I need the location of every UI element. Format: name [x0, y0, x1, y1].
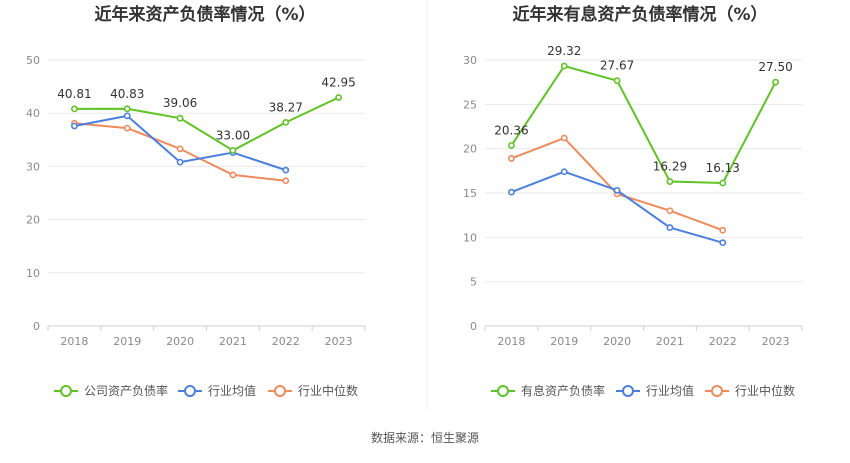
x-tick-label: 2020: [603, 335, 631, 348]
x-tick-label: 2018: [497, 335, 525, 348]
legend-label: 行业中位数: [735, 383, 795, 398]
data-label: 42.95: [321, 76, 355, 90]
data-label: 40.81: [57, 87, 91, 101]
x-tick-label: 2023: [762, 335, 790, 348]
data-point-industry-avg[interactable]: [176, 158, 184, 166]
x-tick-label: 2019: [113, 335, 141, 348]
data-point-industry-median[interactable]: [123, 124, 131, 132]
data-label: 39.06: [163, 96, 197, 110]
y-tick-label: 25: [463, 98, 477, 111]
data-point-company[interactable]: [560, 62, 568, 70]
legend-label: 行业均值: [208, 383, 256, 398]
data-point-company[interactable]: [229, 147, 237, 154]
legend-swatch-marker: [184, 385, 196, 397]
legend-label: 行业均值: [646, 383, 694, 398]
data-point-industry-avg[interactable]: [666, 224, 674, 231]
data-label: 38.27: [269, 100, 303, 114]
legend-label: 行业中位数: [298, 383, 358, 398]
data-point-company[interactable]: [508, 142, 515, 149]
y-tick-label: 15: [463, 187, 477, 200]
data-label: 16.29: [653, 160, 687, 174]
y-tick-label: 10: [463, 231, 477, 244]
chart-debt-ratio: 近年来资产负债率情况（%） 0 10 20 30 40 50 2018 2019 2020 2021…: [26, 4, 366, 398]
data-point-industry-median[interactable]: [719, 226, 727, 234]
data-point-company[interactable]: [613, 77, 621, 85]
data-point-industry-avg[interactable]: [123, 112, 131, 120]
data-label: 27.50: [758, 60, 792, 74]
legend-swatch-marker: [711, 385, 723, 397]
data-point-company[interactable]: [335, 94, 342, 101]
data-point-industry-avg[interactable]: [71, 122, 78, 130]
data-source: 数据来源：恒生聚源: [371, 430, 479, 445]
data-label: 27.67: [600, 59, 634, 73]
data-point-industry-median[interactable]: [176, 145, 184, 153]
data-point-company[interactable]: [282, 119, 290, 126]
legend-item-industry-avg[interactable]: 行业均值: [616, 383, 694, 398]
y-tick-label: 30: [463, 54, 477, 67]
x-tick-label: 2023: [325, 335, 353, 348]
x-tick-label: 2022: [709, 335, 737, 348]
data-label: 16.13: [706, 161, 740, 175]
legend-label: 公司资产负债率: [84, 383, 168, 398]
data-point-industry-avg[interactable]: [282, 166, 290, 174]
x-tick-label: 2022: [272, 335, 300, 348]
y-tick-label: 50: [26, 54, 40, 67]
legend-item-industry-median[interactable]: 行业中位数: [268, 383, 358, 398]
series-line-company: [510, 65, 777, 184]
x-tick-label: 2020: [166, 335, 194, 348]
data-point-company[interactable]: [176, 114, 184, 122]
data-label: 33.00: [216, 128, 250, 142]
x-tick-label: 2019: [550, 335, 578, 348]
y-tick-label: 0: [33, 320, 40, 333]
data-point-industry-median[interactable]: [666, 207, 674, 215]
legend-item-company[interactable]: 公司资产负债率: [54, 383, 168, 398]
y-tick-label: 30: [26, 160, 40, 173]
data-point-industry-median[interactable]: [229, 171, 237, 179]
legend-item-industry-avg[interactable]: 行业均值: [178, 383, 256, 398]
data-point-industry-median[interactable]: [508, 155, 515, 162]
series-line-industry-median: [511, 137, 724, 232]
chart-title: 近年来资产负债率情况（%）: [94, 4, 315, 25]
data-point-industry-avg[interactable]: [560, 168, 568, 176]
data-point-industry-median[interactable]: [282, 177, 290, 185]
legend-swatch-marker: [274, 385, 286, 397]
y-tick-label: 20: [463, 143, 477, 156]
y-tick-label: 5: [470, 276, 477, 289]
data-point-company[interactable]: [666, 178, 674, 185]
y-tick-label: 10: [26, 267, 40, 280]
legend-swatch-marker: [60, 385, 72, 397]
data-point-industry-avg[interactable]: [508, 188, 515, 196]
legend-swatch-marker: [497, 385, 509, 397]
data-label: 29.32: [547, 44, 581, 58]
data-point-industry-avg[interactable]: [719, 239, 727, 247]
chart-interest-bearing-debt-ratio: 近年来有息资产负债率情况（%） 0 5 10 15 20 25 30 2018 2019 2020 2…: [463, 4, 803, 398]
legend-item-industry-median[interactable]: 行业中位数: [705, 383, 795, 398]
x-tick-label: 2021: [219, 335, 247, 348]
y-tick-label: 20: [26, 214, 40, 227]
data-point-company[interactable]: [123, 105, 131, 113]
data-point-industry-median[interactable]: [560, 134, 568, 142]
x-tick-label: 2018: [60, 335, 88, 348]
data-label: 20.36: [494, 123, 528, 137]
data-label: 40.83: [110, 87, 144, 101]
legend-item-company[interactable]: 有息资产负债率: [491, 383, 605, 398]
data-point-industry-avg[interactable]: [613, 186, 621, 194]
series-line-company: [74, 96, 340, 152]
x-tick-label: 2021: [656, 335, 684, 348]
y-tick-label: 0: [470, 320, 477, 333]
legend-label: 有息资产负债率: [521, 383, 605, 398]
legend-swatch-marker: [622, 385, 634, 397]
data-point-company[interactable]: [71, 105, 78, 113]
y-tick-label: 40: [26, 107, 40, 120]
data-point-company[interactable]: [772, 78, 779, 86]
chart-title: 近年来有息资产负债率情况（%）: [512, 4, 767, 25]
data-point-company[interactable]: [719, 179, 727, 187]
